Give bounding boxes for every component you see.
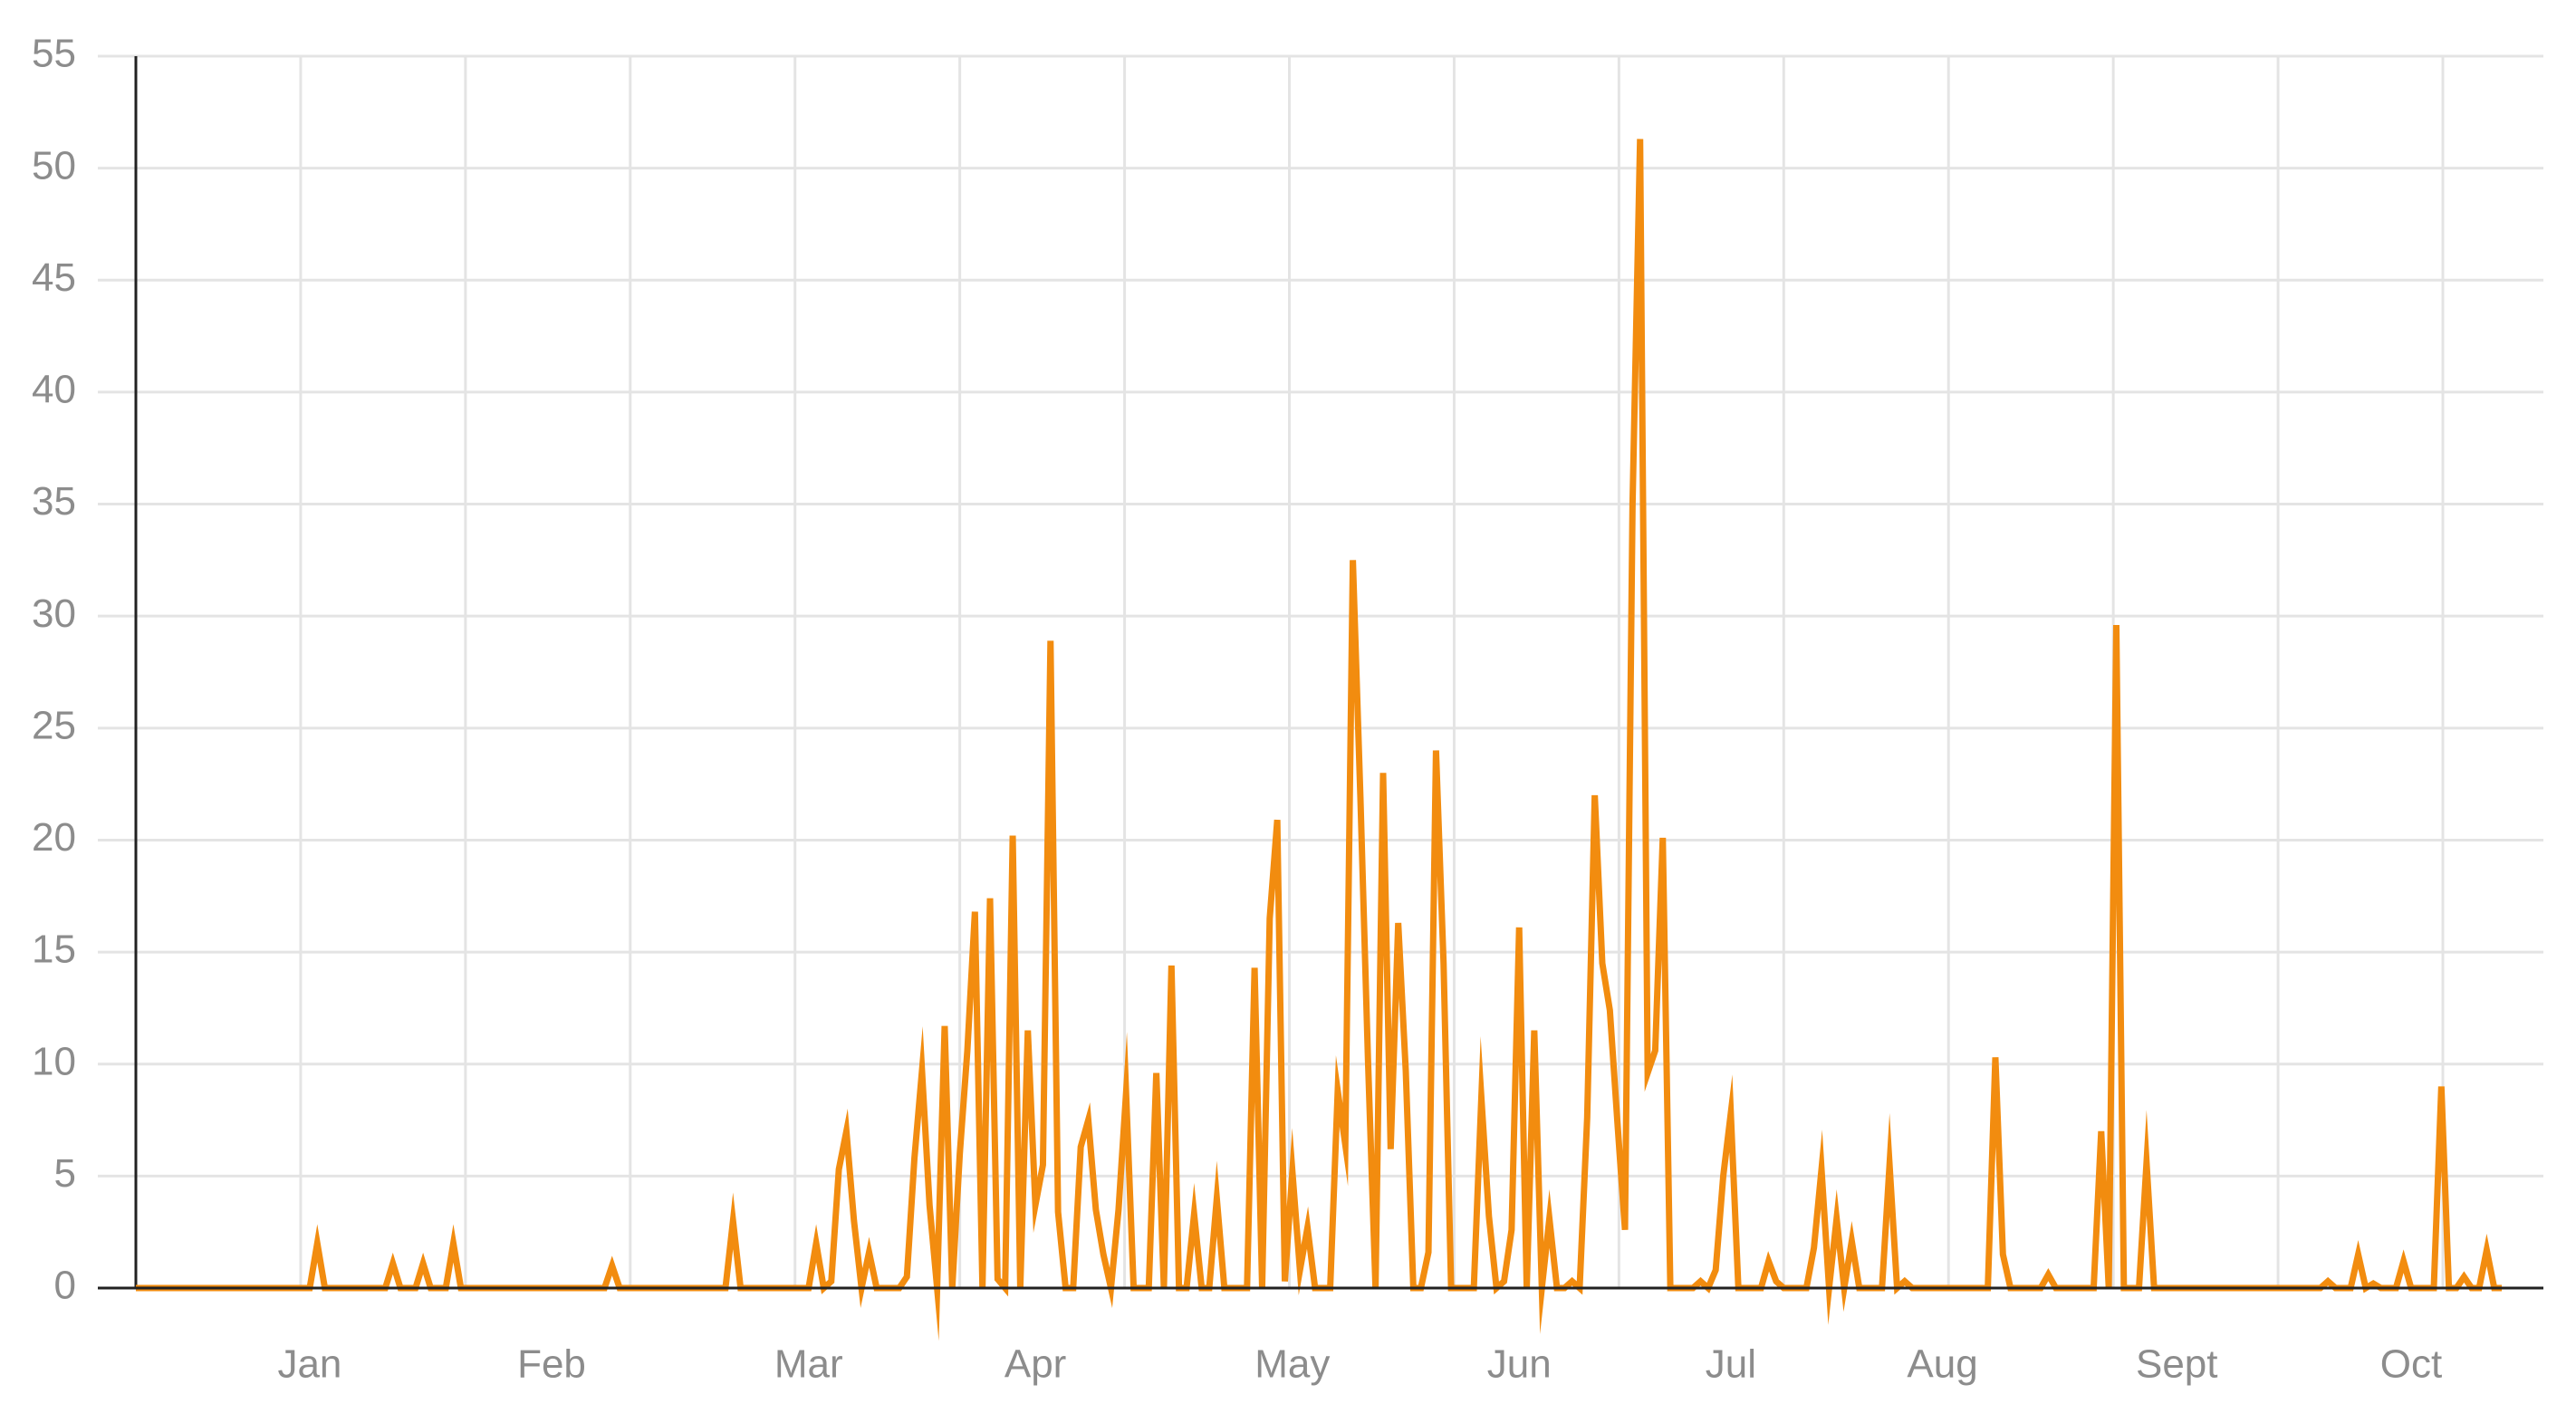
x-tick-label: Sept [2136, 1342, 2218, 1387]
x-tick-label: Feb [517, 1342, 586, 1387]
y-tick-label: 15 [32, 928, 76, 972]
y-tick-label: 45 [32, 255, 76, 300]
x-tick-label: Aug [1907, 1342, 1977, 1387]
y-tick-label: 40 [32, 368, 76, 412]
x-tick-label: Jun [1487, 1342, 1552, 1387]
x-tick-label: Mar [774, 1342, 843, 1387]
y-tick-label: 0 [54, 1264, 76, 1308]
y-tick-label: 25 [32, 703, 76, 747]
x-tick-label: Jan [277, 1342, 341, 1387]
y-tick-label: 30 [32, 591, 76, 636]
x-tick-label: Jul [1706, 1342, 1756, 1387]
x-tick-label: Apr [1004, 1342, 1066, 1387]
y-tick-label: 50 [32, 143, 76, 187]
x-tick-label: May [1254, 1342, 1330, 1387]
x-tick-label: Oct [2380, 1342, 2442, 1387]
y-tick-label: 55 [32, 32, 76, 76]
y-tick-label: 35 [32, 479, 76, 524]
data-line [136, 139, 2503, 1341]
y-tick-label: 20 [32, 815, 76, 860]
y-tick-label: 5 [54, 1151, 76, 1196]
y-tick-label: 10 [32, 1039, 76, 1083]
